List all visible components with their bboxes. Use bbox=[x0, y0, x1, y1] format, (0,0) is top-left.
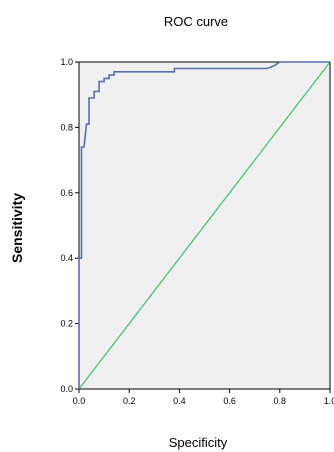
y-tick-label: 1.0 bbox=[60, 57, 73, 67]
x-axis-ticks: 0.0 0.2 0.4 0.6 0.8 1.0 bbox=[73, 389, 334, 406]
series-layer bbox=[78, 61, 331, 390]
y-tick-label: 0.6 bbox=[60, 188, 73, 198]
reference-diagonal-line bbox=[78, 61, 331, 390]
x-tick-label: 0.6 bbox=[223, 396, 236, 406]
x-tick-label: 0.0 bbox=[73, 396, 86, 406]
x-axis-title: Specificity bbox=[169, 435, 228, 450]
y-axis-ticks: 0.0 0.2 0.4 0.6 0.8 1.0 bbox=[60, 57, 79, 394]
x-tick-label: 0.8 bbox=[274, 396, 287, 406]
y-tick-label: 0.4 bbox=[60, 253, 73, 263]
y-axis-title: Sensitivity bbox=[9, 193, 25, 263]
y-tick-label: 0.2 bbox=[60, 319, 73, 329]
y-tick-label: 0.0 bbox=[60, 384, 73, 394]
x-tick-label: 0.4 bbox=[173, 396, 186, 406]
y-tick-label: 0.8 bbox=[60, 122, 73, 132]
chart-title: ROC curve bbox=[164, 14, 228, 29]
x-tick-label: 0.2 bbox=[123, 396, 136, 406]
x-tick-label: 1.0 bbox=[324, 396, 334, 406]
roc-curve-line bbox=[78, 61, 330, 389]
